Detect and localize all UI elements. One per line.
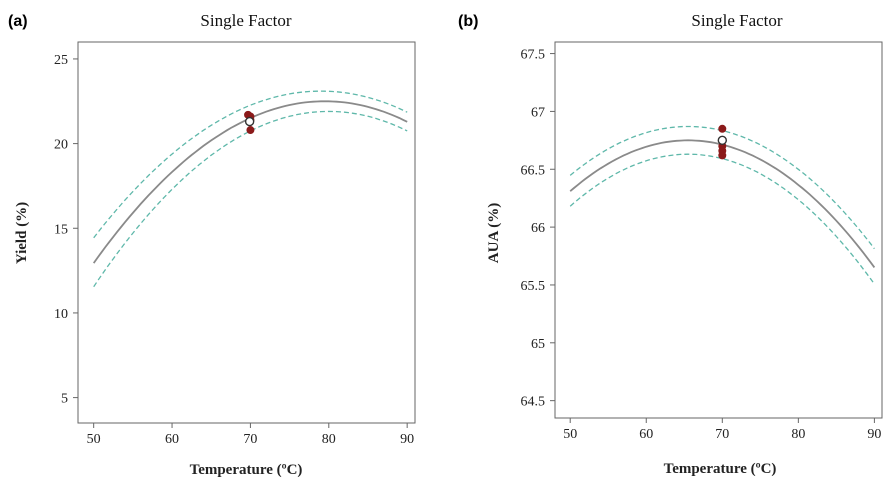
panel-b-plot-frame xyxy=(554,41,883,419)
y-tick-label: 25 xyxy=(54,53,68,68)
y-tick-label: 10 xyxy=(54,307,68,322)
x-tick-label: 90 xyxy=(867,427,881,442)
center-point-marker xyxy=(717,135,728,146)
y-tick-label: 20 xyxy=(54,138,68,153)
panel-b-points xyxy=(717,124,728,160)
data-point xyxy=(718,124,727,133)
y-tick-label: 66 xyxy=(531,221,545,236)
panel-a-x-ticks: 50 60 70 80 90 xyxy=(87,423,414,447)
y-tick-label: 15 xyxy=(54,222,68,237)
data-point xyxy=(246,126,255,135)
panel-b-y-ticks: 64.5 65 65.5 66 66.5 67 67.5 xyxy=(521,48,555,410)
y-tick-label: 65.5 xyxy=(521,279,546,294)
panel-a: (a) Single Factor 50 60 70 80 90 5 10 15 20 25 T… xyxy=(8,11,416,478)
panel-a-y-ticks: 5 10 15 20 25 xyxy=(54,53,78,407)
panel-a-plot-frame xyxy=(77,41,416,424)
panel-a-ci-upper-line xyxy=(93,90,408,239)
y-tick-label: 65 xyxy=(531,337,545,352)
y-tick-label: 67 xyxy=(531,105,545,120)
y-tick-label: 66.5 xyxy=(521,163,546,178)
y-tick-label: 64.5 xyxy=(521,395,546,410)
x-tick-label: 60 xyxy=(639,427,653,442)
center-point-marker xyxy=(244,116,255,127)
x-tick-label: 50 xyxy=(87,432,101,447)
panel-a-y-label: Yield (%) xyxy=(14,202,30,264)
panel-a-ci-lower-line xyxy=(93,110,408,288)
panel-b: (b) Single Factor 50 60 70 80 90 64.56565.56… xyxy=(458,11,883,477)
x-tick-label: 60 xyxy=(165,432,179,447)
x-tick-label: 80 xyxy=(791,427,805,442)
panel-a-letter: (a) xyxy=(8,13,28,30)
panel-a-title: Single Factor xyxy=(200,11,291,30)
x-tick-label: 90 xyxy=(400,432,414,447)
x-tick-label: 70 xyxy=(715,427,729,442)
panel-a-points xyxy=(244,110,255,135)
y-tick-label: 67.5 xyxy=(521,48,546,63)
panel-b-ci-lower-line xyxy=(569,153,875,285)
panel-b-y-label: AUA (%) xyxy=(486,203,502,263)
data-point xyxy=(718,151,727,160)
panel-b-title: Single Factor xyxy=(691,11,782,30)
panel-b-x-ticks: 50 60 70 80 90 xyxy=(563,418,881,442)
x-tick-label: 70 xyxy=(243,432,257,447)
y-tick-label: 5 xyxy=(61,392,68,407)
x-tick-label: 50 xyxy=(563,427,577,442)
panel-b-x-label: Temperature (ºC) xyxy=(664,461,777,477)
panel-a-x-label: Temperature (ºC) xyxy=(190,462,303,478)
panel-b-letter: (b) xyxy=(458,13,478,30)
x-tick-label: 80 xyxy=(322,432,336,447)
